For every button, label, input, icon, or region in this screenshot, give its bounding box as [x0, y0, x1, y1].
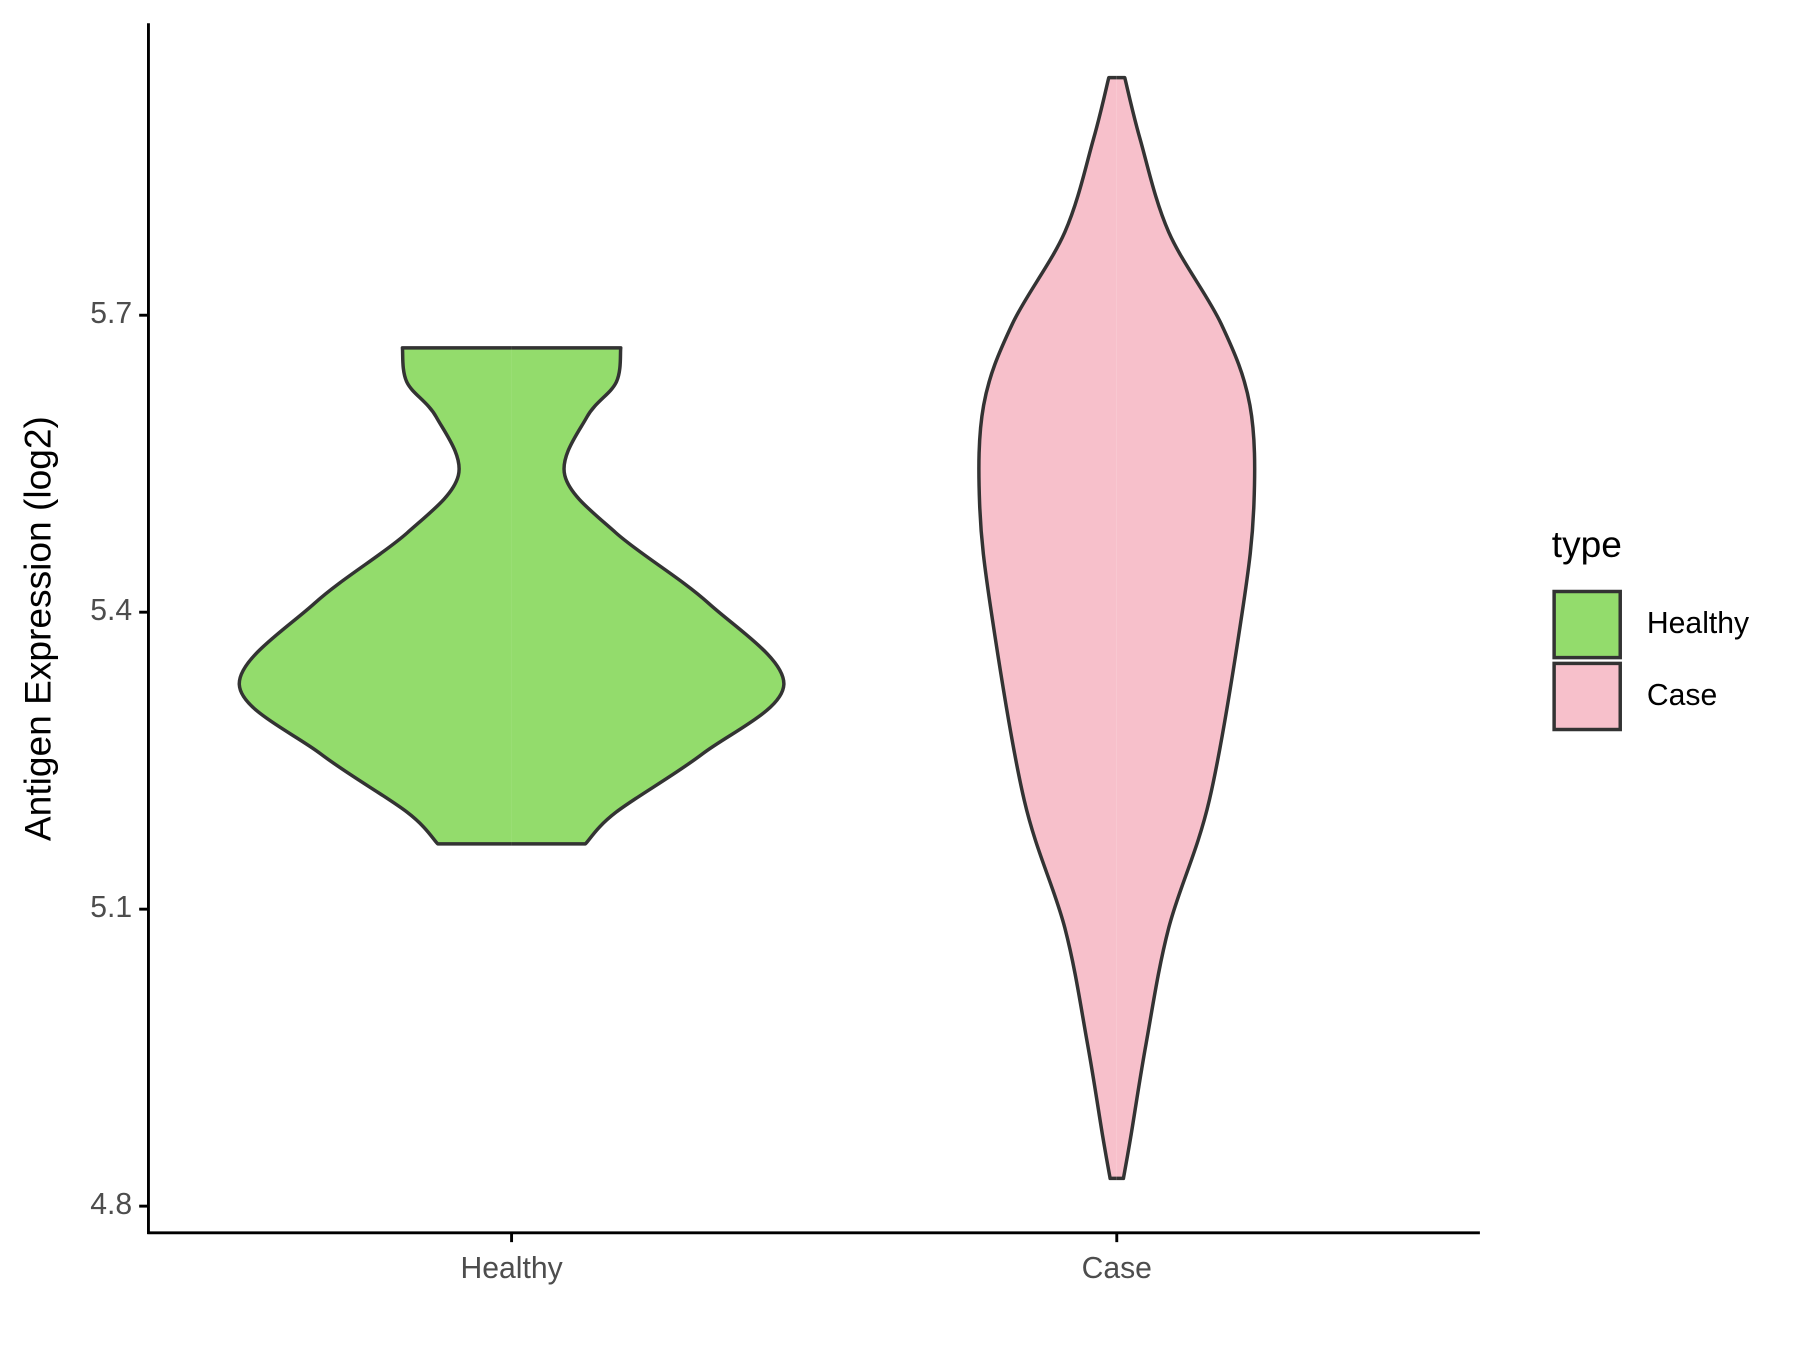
legend-key	[1552, 661, 1622, 732]
violin-fill	[511, 347, 784, 844]
violin-fill	[239, 347, 512, 844]
y-tick-label: 4.8	[90, 1188, 132, 1221]
x-tick-label: Healthy	[460, 1252, 563, 1285]
violin-outline	[977, 75, 1117, 1181]
legend-title: type	[1552, 523, 1622, 565]
legend-label: Healthy	[1647, 607, 1750, 640]
y-tick-label: 5.7	[90, 297, 132, 330]
violin-outline	[1116, 75, 1257, 1181]
y-axis-title: Antigen Expression (log2)	[16, 416, 58, 841]
violin-fill	[1116, 77, 1255, 1179]
legend-key	[1552, 589, 1622, 660]
legend-label: Case	[1647, 679, 1717, 712]
y-tick-label: 5.4	[90, 594, 132, 627]
violin-fill	[978, 77, 1117, 1179]
violin-outline	[237, 346, 512, 846]
y-tick-label: 5.1	[90, 891, 132, 924]
x-tick-label: Case	[1082, 1252, 1152, 1285]
violin-outline	[511, 346, 786, 846]
